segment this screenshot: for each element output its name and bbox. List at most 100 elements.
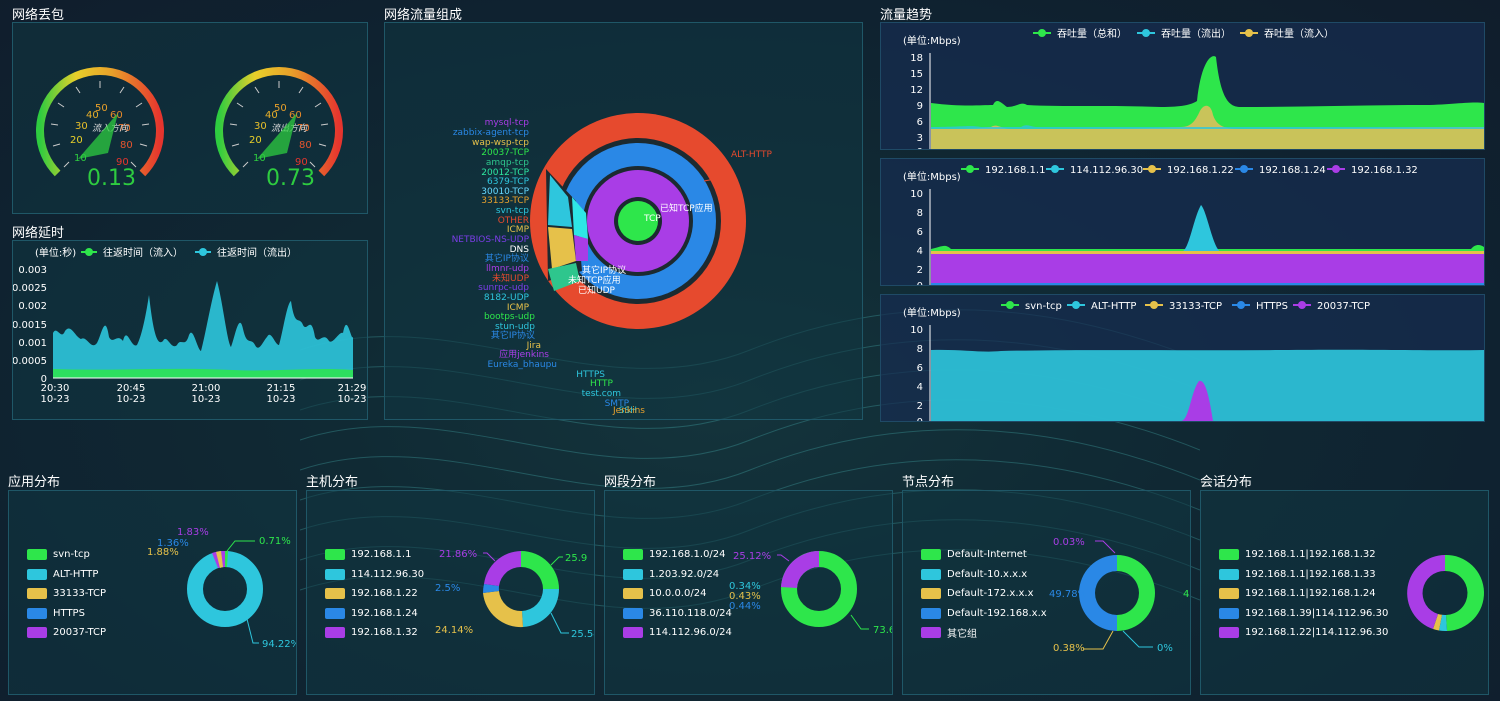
legend-item[interactable]: 192.168.1.0/24 — [623, 545, 732, 565]
legend-item[interactable]: 20037-TCP — [27, 623, 106, 643]
donut-slice[interactable] — [484, 551, 521, 586]
donut-slice[interactable] — [781, 550, 819, 588]
legend-item[interactable]: Default-172.x.x.x — [921, 584, 1047, 604]
legend-item[interactable]: HTTPS — [27, 604, 106, 624]
sunburst-leaf-label: ICMP — [507, 303, 530, 313]
gauge-outbound: 10 20 30 40 50 60 70 80 90 流出方向 0.73 — [215, 66, 343, 191]
session-dist-title: 会话分布 — [1200, 475, 1253, 490]
svg-text:2: 2 — [917, 265, 923, 276]
sunburst-small-slice[interactable] — [572, 197, 588, 239]
legend-item[interactable]: 192.168.1.22 — [325, 584, 424, 604]
sunburst-chart: 已知TCP应用 TCP 其它IP协议 未知TCP应用 已知UDP ALT-HTT… — [452, 113, 772, 416]
legend-item[interactable]: Default-Internet — [921, 545, 1047, 565]
host-dist-legend: 192.168.1.1 114.112.96.30 192.168.1.22 1… — [325, 545, 424, 643]
sunburst-leaf-label: OTHER — [498, 216, 529, 226]
legend-item[interactable]: 192.168.1.1 — [961, 165, 1045, 176]
session-dist-legend: 192.168.1.1|192.168.1.32 192.168.1.1|192… — [1219, 545, 1388, 643]
donut-slice[interactable] — [1407, 555, 1445, 629]
legend-item[interactable]: 36.110.118.0/24 — [623, 604, 732, 624]
app-dist-panel: svn-tcp ALT-HTTP 33133-TCP HTTPS 20037-T… — [8, 490, 297, 695]
sunburst-leaf-label: 未知UDP — [492, 272, 530, 284]
sunburst-center[interactable] — [618, 201, 658, 241]
gauge-ticks — [229, 81, 329, 168]
leader-line — [703, 176, 733, 182]
legend-item[interactable]: 其它组 — [921, 623, 1047, 643]
legend-item-total[interactable]: 吞吐量（总和） — [1033, 27, 1127, 40]
sunburst-leaf-label: 6379-TCP — [487, 177, 530, 187]
svg-text:吞吐量（流出）: 吞吐量（流出） — [1161, 27, 1231, 40]
svg-text:0.001: 0.001 — [18, 338, 47, 349]
legend-item[interactable]: 192.168.1.1|192.168.1.24 — [1219, 584, 1388, 604]
sunburst-small-slice[interactable] — [548, 263, 580, 291]
donut-label: 25.12% — [733, 551, 771, 562]
node-dist-title: 节点分布 — [902, 475, 955, 490]
latency-legend-inbound[interactable]: 往返时间（流入） — [81, 246, 183, 259]
latency-unit: (单位:秒) — [35, 246, 76, 259]
legend-item[interactable]: HTTPS — [1232, 301, 1288, 312]
legend-item[interactable]: 114.112.96.0/24 — [623, 623, 732, 643]
legend-item[interactable]: 10.0.0.0/24 — [623, 584, 732, 604]
legend-item[interactable]: Default-10.x.x.x — [921, 565, 1047, 585]
svg-text:0.0025: 0.0025 — [13, 283, 47, 294]
legend-item[interactable]: Default-192.168.x.x — [921, 604, 1047, 624]
legend-item-out[interactable]: 吞吐量（流出） — [1137, 27, 1231, 40]
gauge-needle — [257, 113, 297, 159]
trend-y-axis: 10 8 6 4 2 0 — [910, 189, 923, 292]
legend-item[interactable]: 33133-TCP — [27, 584, 106, 604]
legend-item[interactable]: 33133-TCP — [1145, 301, 1222, 312]
legend-item[interactable]: 192.168.1.22|114.112.96.30 — [1219, 623, 1388, 643]
sunburst-leaf-label: HTTP — [590, 379, 614, 389]
legend-item[interactable]: 192.168.1.1|192.168.1.33 — [1219, 565, 1388, 585]
sunburst-outer-label: ALT-HTTP — [731, 150, 772, 160]
legend-item[interactable]: ALT-HTTP — [27, 565, 106, 585]
donut-slice[interactable] — [521, 551, 559, 589]
donut-slice[interactable] — [1117, 555, 1155, 631]
legend-item[interactable]: 114.112.96.30 — [325, 565, 424, 585]
session-dist-donut — [1407, 554, 1485, 632]
latency-legend-outbound[interactable]: 往返时间（流出） — [195, 246, 297, 259]
svg-text:0: 0 — [917, 417, 923, 421]
sunburst-small-slice[interactable] — [548, 175, 572, 227]
svg-text:6: 6 — [917, 117, 923, 128]
trend-unit: (单位:Mbps) — [903, 306, 961, 319]
legend-item[interactable]: svn-tcp — [1001, 301, 1062, 312]
legend-item-in[interactable]: 吞吐量（流入） — [1240, 27, 1334, 40]
sunburst-leaf-label: 应用jenkins — [499, 348, 549, 360]
svg-text:0: 0 — [917, 281, 923, 285]
donut-slice[interactable] — [483, 591, 523, 628]
legend-label: 往返时间（流入） — [103, 246, 183, 259]
legend-item[interactable]: 1.203.92.0/24 — [623, 565, 732, 585]
legend-item[interactable]: 192.168.1.39|114.112.96.30 — [1219, 604, 1388, 624]
donut-slice[interactable] — [482, 584, 499, 593]
sunburst-leaf-label: amqp-tcp — [486, 158, 529, 168]
legend-item[interactable]: svn-tcp — [27, 545, 106, 565]
svg-text:6: 6 — [917, 227, 923, 238]
segment-dist-panel: 192.168.1.0/24 1.203.92.0/24 10.0.0.0/24… — [604, 490, 893, 695]
sunburst-leaf-label: NETBIOS-NS-UDP — [452, 235, 530, 245]
legend-item[interactable]: 20037-TCP — [1293, 301, 1370, 312]
donut-slice[interactable] — [1445, 554, 1485, 631]
legend-item[interactable]: 192.168.1.1 — [325, 545, 424, 565]
legend-item[interactable]: 192.168.1.1|192.168.1.32 — [1219, 545, 1388, 565]
sunburst-leaf-label: wap-wsp-tcp — [472, 138, 529, 148]
legend-item[interactable]: 192.168.1.22 — [1143, 165, 1234, 176]
trend-unit: (单位:Mbps) — [903, 34, 961, 47]
donut-slice[interactable] — [1433, 614, 1442, 631]
sunburst-leaf-label: test.com — [582, 389, 621, 399]
sunburst-leaf-label: ICMP — [507, 225, 530, 235]
donut-slice[interactable] — [187, 551, 263, 627]
sunburst-leaf-label: HTTPS — [576, 370, 605, 380]
legend-item[interactable]: 192.168.1.24 — [325, 604, 424, 624]
host-traffic-chart: (单位:Mbps) 192.168.1.1 114.112.96.30 192.… — [903, 165, 1484, 292]
legend-item[interactable]: ALT-HTTP — [1067, 301, 1136, 312]
donut-slice[interactable] — [1439, 614, 1447, 632]
donut-slice[interactable] — [522, 589, 560, 627]
legend-item[interactable]: 192.168.1.32 — [1327, 165, 1418, 176]
legend-item[interactable]: 192.168.1.24 — [1235, 165, 1326, 176]
donut-slice[interactable] — [1079, 555, 1117, 631]
svg-text:15: 15 — [910, 69, 923, 80]
sunburst-small-slice[interactable] — [548, 227, 576, 269]
legend-item[interactable]: 192.168.1.32 — [325, 623, 424, 643]
legend-item[interactable]: 114.112.96.30 — [1046, 165, 1143, 176]
sunburst-small-slice[interactable] — [574, 235, 588, 261]
